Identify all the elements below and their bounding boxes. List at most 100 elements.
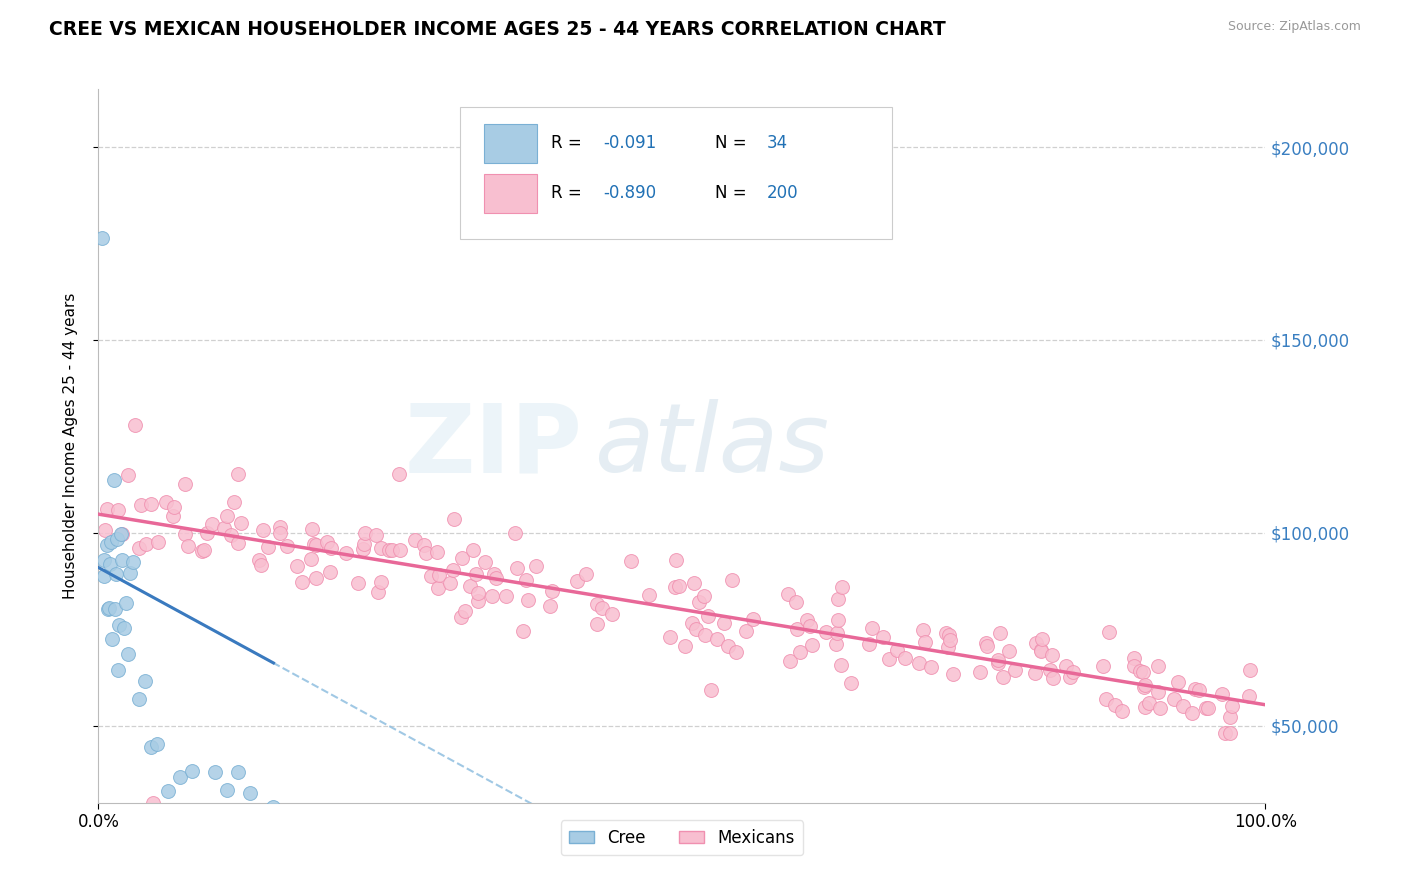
Point xyxy=(443,563,465,577)
Text: 34: 34 xyxy=(768,135,789,153)
Point xyxy=(335,546,357,560)
Point xyxy=(98,557,121,571)
Point xyxy=(96,538,118,552)
Point xyxy=(524,559,547,574)
Point xyxy=(785,595,807,609)
Point xyxy=(912,623,935,637)
Text: CREE VS MEXICAN HOUSEHOLDER INCOME AGES 25 - 44 YEARS CORRELATION CHART: CREE VS MEXICAN HOUSEHOLDER INCOME AGES … xyxy=(49,20,946,38)
Point xyxy=(1211,687,1233,701)
Point xyxy=(706,632,728,647)
Point xyxy=(112,621,135,635)
Point xyxy=(287,559,309,574)
Point xyxy=(142,796,165,810)
Point xyxy=(352,541,374,556)
Point xyxy=(458,579,481,593)
Point xyxy=(269,525,291,540)
Point xyxy=(93,569,115,583)
FancyBboxPatch shape xyxy=(484,124,537,162)
Point xyxy=(801,639,824,653)
Point xyxy=(1039,663,1062,677)
Point xyxy=(685,622,707,636)
Point xyxy=(226,535,249,549)
Point xyxy=(693,589,716,603)
Point xyxy=(131,499,153,513)
Point xyxy=(567,574,589,588)
Point xyxy=(827,613,849,627)
Point xyxy=(512,624,534,638)
Point xyxy=(321,541,343,556)
Point xyxy=(683,575,706,590)
Text: -0.890: -0.890 xyxy=(603,185,657,202)
Point xyxy=(111,552,134,566)
Point xyxy=(439,575,461,590)
Point xyxy=(1098,625,1121,640)
Point xyxy=(858,637,880,651)
Text: R =: R = xyxy=(551,135,588,153)
Point xyxy=(228,765,250,780)
Point xyxy=(1197,700,1219,714)
Point xyxy=(367,584,389,599)
Point xyxy=(353,537,375,551)
Point xyxy=(364,528,387,542)
Point xyxy=(1149,701,1171,715)
Point xyxy=(920,660,942,674)
Point xyxy=(485,571,508,585)
Point xyxy=(107,503,129,517)
Point xyxy=(725,645,748,659)
Point xyxy=(276,539,298,553)
Point xyxy=(291,575,314,590)
Point xyxy=(157,784,180,798)
Point xyxy=(974,636,997,650)
Point xyxy=(665,553,688,567)
Point xyxy=(419,568,441,582)
Point xyxy=(124,417,146,432)
Point xyxy=(108,618,131,632)
Point xyxy=(388,467,411,481)
Point xyxy=(1132,665,1154,679)
Point xyxy=(94,524,117,538)
Point xyxy=(830,657,852,672)
Point xyxy=(415,546,437,560)
Point xyxy=(299,552,322,566)
Point xyxy=(464,567,486,582)
Point xyxy=(148,535,170,549)
Point xyxy=(697,608,720,623)
Point xyxy=(742,612,765,626)
Point xyxy=(1133,680,1156,694)
Point xyxy=(506,561,529,575)
Point xyxy=(1213,726,1236,740)
Point xyxy=(262,800,284,814)
Point xyxy=(825,637,848,651)
Point xyxy=(1054,658,1077,673)
Point xyxy=(991,670,1014,684)
Point xyxy=(427,581,450,595)
Point xyxy=(1122,650,1144,665)
Point xyxy=(222,495,245,509)
Point xyxy=(939,632,962,647)
Point xyxy=(1104,698,1126,712)
Point xyxy=(128,692,150,706)
Point xyxy=(1111,704,1133,718)
Point xyxy=(427,568,450,582)
Point xyxy=(378,542,401,557)
Text: ZIP: ZIP xyxy=(405,400,582,492)
Point xyxy=(1163,691,1185,706)
Point xyxy=(97,601,120,615)
Point xyxy=(302,537,325,551)
Point xyxy=(503,525,526,540)
Point xyxy=(1129,664,1152,678)
Point xyxy=(139,739,162,754)
Point xyxy=(141,497,163,511)
FancyBboxPatch shape xyxy=(460,107,891,239)
Point xyxy=(461,543,484,558)
Point xyxy=(592,600,614,615)
Point xyxy=(1004,663,1026,677)
Point xyxy=(735,624,758,638)
Point xyxy=(1219,710,1241,724)
Point xyxy=(443,511,465,525)
Point xyxy=(1237,690,1260,704)
Point xyxy=(174,526,197,541)
Point xyxy=(103,473,125,487)
Point xyxy=(831,580,853,594)
Point xyxy=(1040,648,1063,663)
